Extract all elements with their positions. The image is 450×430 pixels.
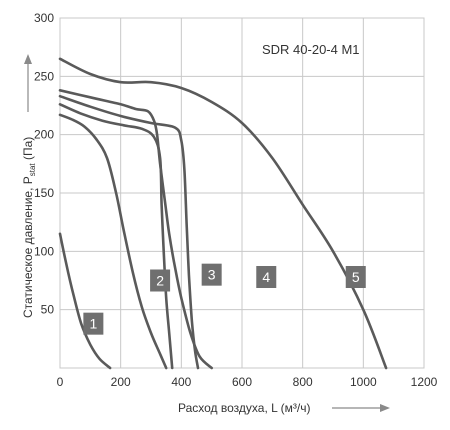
curve-badge-label: 3 [208,267,216,283]
curve-badge-1: 1 [83,312,104,335]
curve-badge-label: 1 [89,316,97,332]
x-axis-title: Расход воздуха, L (м³/ч) [178,401,311,415]
curve-outer [58,57,388,370]
curve-badge-box [150,269,171,292]
y-axis-arrow-head [24,54,32,64]
x-tick-label: 1200 [411,375,438,389]
y-tick-label: 50 [41,303,55,317]
x-tick-label: 400 [171,375,191,389]
y-tick-label: 100 [34,244,54,258]
x-tick-label: 600 [232,375,252,389]
curves [58,57,388,370]
curve-badge-box [201,263,222,286]
curve-2 [58,113,168,370]
x-tick-label: 0 [57,375,64,389]
y-tick-label: 250 [34,69,54,83]
curve-badge-2: 2 [150,269,171,292]
tick-labels: 0 200 400 600 800 1000 1200 50 100 150 200 250 300 [34,11,438,389]
y-tick-label: 300 [34,11,54,25]
curve-badges: 1 2 3 4 5 [83,263,366,335]
grid [60,18,424,368]
curve-badge-label: 4 [262,269,270,285]
curve-4 [58,94,200,370]
curve-badge-box [256,266,277,288]
curve-badge-label: 5 [352,269,360,285]
y-axis-title: Статическое давление, Pstat (Па) [21,137,37,318]
y-tick-label: 150 [34,186,54,200]
y-tick-label: 200 [34,128,54,142]
curve-badge-box [345,266,366,288]
curve-badge-3: 3 [201,263,222,286]
x-axis-arrow-head [380,404,390,412]
curve-5 [58,89,213,370]
y-axis-title-group: Статическое давление, Pstat (Па) [21,137,37,318]
y-axis-title-unit: (Па) [21,137,35,164]
x-tick-label: 200 [111,375,131,389]
plot-frame [59,17,425,369]
curve-1 [58,232,112,370]
model-label: SDR 40-20-4 M1 [262,42,360,57]
curve-badge-label: 2 [156,273,164,289]
curve-badge-box [83,312,104,335]
y-axis-title-main: Статическое давление, P [21,176,35,318]
x-tick-label: 1000 [350,375,377,389]
x-tick-label: 800 [293,375,313,389]
curve-3 [58,103,174,370]
curve-badge-5: 5 [345,266,366,288]
y-axis-title-sub: stat [28,163,37,177]
curve-badge-4: 4 [256,266,277,288]
